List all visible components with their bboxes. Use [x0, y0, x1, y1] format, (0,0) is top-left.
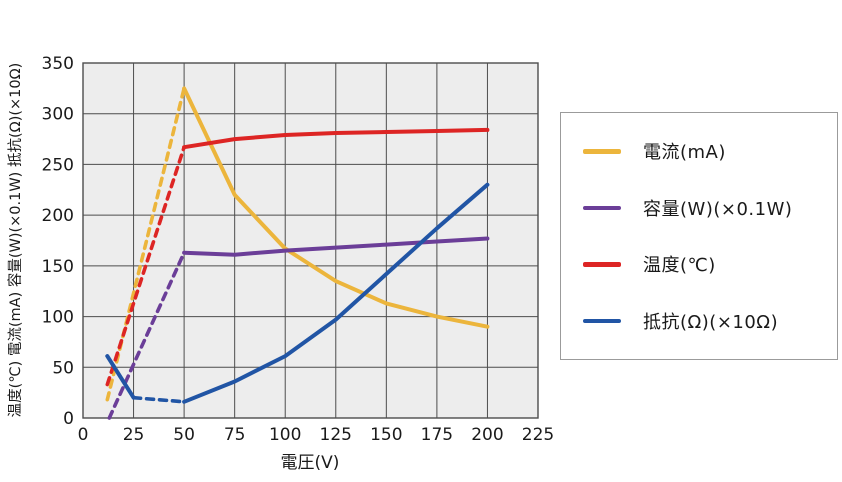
y-tick-label: 200	[42, 206, 74, 226]
legend-item-temperature: 温度(℃)	[583, 251, 837, 277]
legend-label-resistance: 抵抗(Ω)(×10Ω)	[643, 311, 779, 333]
series-line-dashed	[107, 250, 186, 420]
series-line-solid	[182, 236, 490, 257]
series-line-dashed	[131, 395, 186, 404]
y-tick-label: 0	[63, 409, 74, 429]
legend: 電流(mA) 容量(W)(×0.1W) 温度(℃) 抵抗(Ω)(×10Ω)	[560, 112, 838, 360]
legend-label-current: 電流(mA)	[643, 142, 726, 164]
y-tick-label: 300	[42, 105, 74, 125]
x-tick-label: 50	[173, 425, 195, 445]
y-tick-label: 100	[42, 308, 74, 328]
y-tick-label: 150	[42, 257, 74, 277]
y-axis-label: 温度(℃) 電流(mA) 容量(W)(×0.1W) 抵抗(Ω)(×10Ω)	[7, 63, 24, 418]
legend-item-current: 電流(mA)	[583, 138, 837, 164]
x-tick-label: 175	[421, 425, 453, 445]
axis-ticks: 0 25 50 75 100 125 150 175 200 225 0 50 100 150 200 250…	[42, 54, 555, 445]
x-axis-label: 電圧(V)	[281, 453, 340, 473]
x-tick-label: 25	[123, 425, 145, 445]
y-tick-label: 50	[52, 358, 74, 378]
legend-swatch-temperature	[583, 262, 621, 267]
series-line-dashed	[105, 145, 186, 387]
x-tick-label: 100	[269, 425, 301, 445]
series-line-solid	[105, 354, 136, 400]
legend-label-temperature: 温度(℃)	[643, 255, 716, 277]
legend-swatch-resistance	[583, 318, 621, 323]
plot-border	[82, 62, 539, 419]
x-tick-label: 0	[78, 425, 89, 445]
legend-swatch-capacity	[583, 205, 621, 210]
y-tick-label: 250	[42, 155, 74, 175]
legend-label-capacity: 容量(W)(×0.1W)	[643, 198, 793, 220]
y-tick-label: 350	[42, 54, 74, 74]
x-tick-label: 75	[224, 425, 246, 445]
line-chart: 0 25 50 75 100 125 150 175 200 225 0 50 100 150 200 250…	[7, 54, 555, 473]
x-tick-label: 125	[320, 425, 352, 445]
series-line-solid	[182, 86, 490, 329]
legend-item-capacity: 容量(W)(×0.1W)	[583, 195, 837, 221]
legend-swatch-current	[583, 149, 621, 154]
series-line-solid	[182, 182, 490, 404]
series-line-solid	[182, 127, 490, 150]
x-tick-label: 150	[370, 425, 402, 445]
legend-item-resistance: 抵抗(Ω)(×10Ω)	[583, 308, 837, 334]
x-tick-label: 200	[471, 425, 503, 445]
x-tick-label: 225	[522, 425, 554, 445]
series-lines	[105, 86, 490, 420]
